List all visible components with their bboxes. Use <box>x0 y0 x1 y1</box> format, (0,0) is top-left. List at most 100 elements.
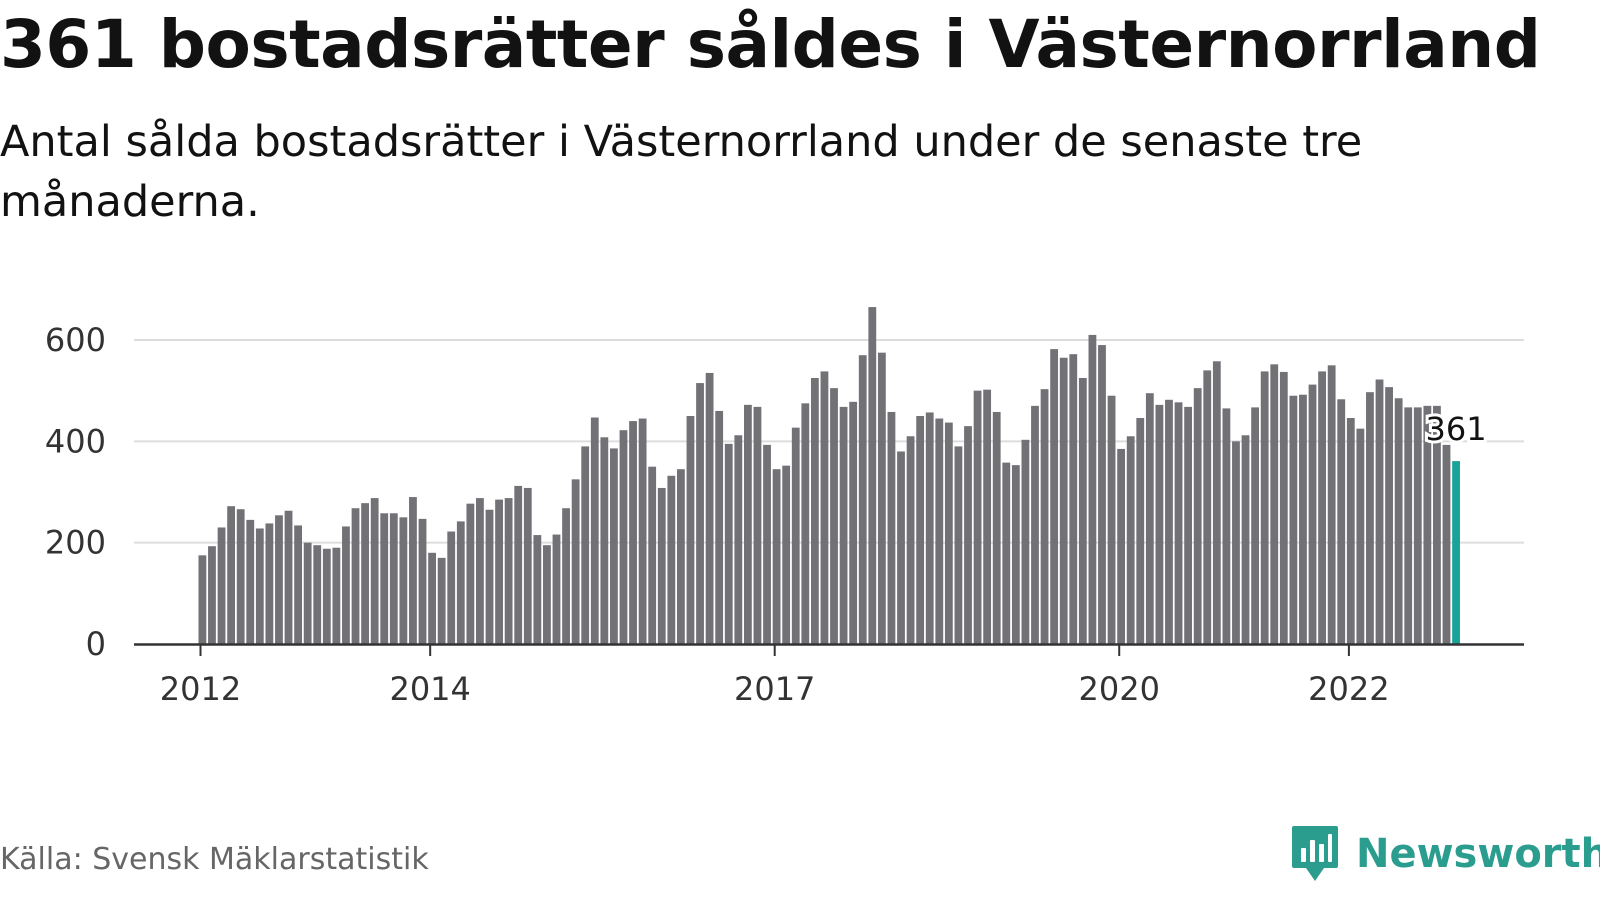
bar <box>1327 365 1336 644</box>
bar <box>265 523 274 644</box>
bar <box>217 527 226 644</box>
bar <box>648 466 657 644</box>
bar <box>1260 371 1269 644</box>
bar <box>1289 395 1298 644</box>
bar <box>1040 389 1049 644</box>
bar <box>877 352 886 644</box>
bar <box>523 487 532 644</box>
bar <box>629 421 637 644</box>
bar <box>208 546 216 644</box>
bar <box>1031 405 1039 644</box>
bar <box>782 465 791 644</box>
bar <box>772 469 781 644</box>
x-tick-label-2012: 2012 <box>160 670 241 708</box>
bar <box>1145 393 1154 644</box>
bar <box>571 479 580 644</box>
bar <box>322 548 331 644</box>
bar <box>255 528 264 644</box>
bar <box>849 401 858 644</box>
bar <box>1174 402 1183 644</box>
bar <box>399 517 408 644</box>
y-tick-label-200: 200 <box>45 524 106 562</box>
bar <box>743 404 752 644</box>
bar <box>1356 428 1365 644</box>
bar <box>753 406 762 644</box>
bar <box>677 469 685 644</box>
bar <box>925 412 934 644</box>
bar <box>810 378 819 644</box>
value-labels: 361 <box>1423 407 1490 451</box>
bar <box>705 372 714 644</box>
bar <box>734 435 743 644</box>
bar <box>1423 405 1432 644</box>
bar <box>1318 371 1326 644</box>
bar <box>1241 435 1250 644</box>
bar <box>868 307 877 644</box>
bar <box>485 509 494 644</box>
bar <box>801 403 810 644</box>
x-tick-label-2020: 2020 <box>1079 670 1160 708</box>
bar <box>791 427 800 644</box>
bar <box>361 503 369 644</box>
x-tick-label-2022: 2022 <box>1308 670 1389 708</box>
bar <box>370 498 379 644</box>
bar <box>686 416 695 644</box>
bar <box>495 499 503 644</box>
bar <box>667 475 676 644</box>
bar-chart: 0 200 400 600 2012 2014 2017 2020 2022 361 <box>45 307 1524 708</box>
bar <box>236 509 245 644</box>
value-label-highlight: 361 <box>1426 410 1487 448</box>
bar <box>820 371 829 644</box>
bar <box>657 487 666 644</box>
bar <box>1270 364 1279 644</box>
bar <box>227 506 236 644</box>
bar <box>916 416 925 644</box>
bar <box>1098 345 1106 644</box>
bar <box>476 498 484 644</box>
bar <box>428 552 436 644</box>
bar <box>437 557 446 644</box>
bar <box>514 485 523 644</box>
chart-title: 361 bostadsrätter såldes i Västernorrlan… <box>0 6 1541 83</box>
y-tick-label-400: 400 <box>45 422 106 460</box>
bar <box>303 542 312 644</box>
bar <box>389 513 398 644</box>
bar <box>418 518 427 644</box>
bar <box>1413 407 1422 644</box>
bar <box>1002 462 1011 644</box>
bar <box>935 418 944 644</box>
y-axis-tick-labels: 0 200 400 600 <box>45 321 106 663</box>
bar <box>897 451 905 644</box>
bar <box>1165 399 1173 644</box>
bar <box>456 521 465 644</box>
bar <box>619 430 628 644</box>
bar <box>610 448 618 644</box>
bar <box>1011 465 1020 644</box>
bar <box>552 534 561 644</box>
bar-chart-bubble-icon <box>1292 826 1338 881</box>
chart-subtitle: Antal sålda bostadsrätter i Västernorrla… <box>0 117 1363 227</box>
bar <box>964 426 972 644</box>
y-tick-label-0: 0 <box>86 625 106 663</box>
bar <box>1059 357 1068 644</box>
bar <box>1117 448 1126 644</box>
newsworthy-logo[interactable]: Newsworthy <box>1290 824 1600 884</box>
bar <box>887 411 896 644</box>
bar <box>409 497 417 644</box>
bar <box>581 446 590 644</box>
x-axis <box>134 643 1524 656</box>
x-tick-label-2014: 2014 <box>389 670 470 708</box>
logo-text: Newsworthy <box>1356 831 1600 877</box>
bar <box>198 555 207 644</box>
bar <box>954 446 963 644</box>
bar <box>1442 444 1451 644</box>
bar <box>1193 388 1202 644</box>
bar <box>1088 334 1097 644</box>
bar <box>1385 387 1393 644</box>
bar <box>715 410 724 644</box>
bar <box>858 355 867 644</box>
bar <box>1155 404 1164 644</box>
bars <box>198 307 1460 644</box>
bar <box>1375 379 1384 644</box>
